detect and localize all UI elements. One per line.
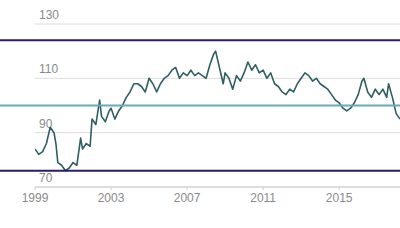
plot-area [35, 51, 400, 171]
x-tick [263, 187, 264, 190]
reference-line [0, 170, 400, 172]
reference-line [0, 39, 400, 41]
x-tick [339, 187, 340, 190]
y-tick-label: 110 [39, 62, 58, 76]
grid-line [35, 24, 400, 25]
x-tick [111, 187, 112, 190]
grid-line [35, 187, 400, 188]
x-tick-label: 1999 [22, 191, 49, 205]
chart: 709011013019992003200720112015 [0, 0, 400, 228]
data-line [35, 51, 400, 171]
x-tick-label: 2015 [326, 191, 353, 205]
y-tick-label: 70 [39, 171, 53, 185]
grid-line [35, 132, 400, 133]
x-tick-label: 2003 [98, 191, 125, 205]
x-tick-label: 2007 [174, 191, 201, 205]
x-axis-line [35, 187, 400, 188]
reference-line [0, 105, 400, 107]
x-tick [187, 187, 188, 190]
x-tick [35, 187, 36, 190]
grid-line [35, 78, 400, 79]
x-tick-label: 2011 [250, 191, 276, 205]
y-tick-label: 130 [39, 8, 59, 22]
